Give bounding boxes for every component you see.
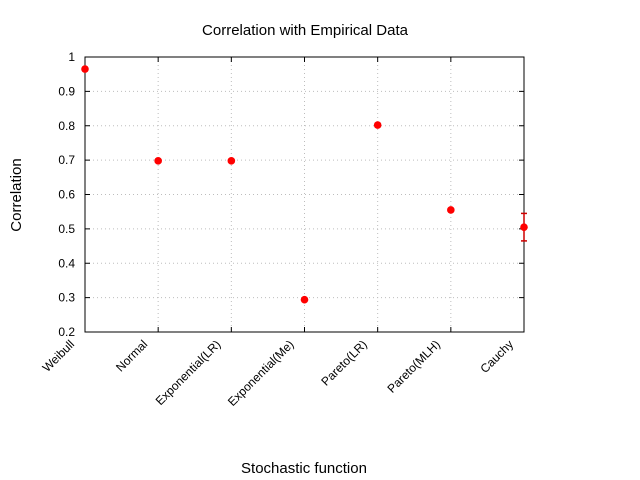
y-tick-label: 0.2 [58,325,75,339]
data-point-group [520,212,528,242]
x-tick-label: Exponential(Me) [225,337,297,409]
data-point [300,295,309,304]
y-tick-label: 0.9 [58,84,75,98]
grid-layer [85,57,524,332]
x-axis-label: Stochastic function [241,460,367,477]
data-point-group [81,65,89,73]
data-point-group [154,157,162,165]
x-tick-label: Pareto(LR) [318,337,369,388]
data-point [447,206,455,214]
x-tick-label: Weibull [40,337,78,375]
y-axis: 0.2 0.3 0.4 0.5 0.6 0.7 0.8 0.9 1 [58,50,524,339]
x-tick-label: Pareto(MLH) [384,337,442,395]
data-point [520,223,528,231]
y-tick-label: 1 [68,50,75,64]
data-point [373,121,382,129]
data-point [154,157,162,165]
x-tick-label: Cauchy [477,337,516,376]
data-points [81,65,528,304]
y-tick-label: 0.6 [58,188,75,202]
data-point [81,65,89,73]
y-tick-label: 0.7 [58,153,75,167]
y-tick-label: 0.4 [58,256,75,270]
data-point-group [447,206,455,214]
data-point [227,157,236,165]
data-point-group [227,157,236,165]
data-point-group [300,295,309,304]
chart-title: Correlation with Empirical Data [202,22,409,39]
y-tick-label: 0.8 [58,119,75,133]
x-tick-label: Normal [113,337,150,374]
x-tick-label: Exponential(LR) [153,337,224,408]
data-point-group [373,121,382,129]
y-tick-label: 0.5 [58,222,75,236]
plot-frame [84,56,525,333]
y-tick-label: 0.3 [58,291,75,305]
y-axis-label: Correlation [8,158,25,231]
